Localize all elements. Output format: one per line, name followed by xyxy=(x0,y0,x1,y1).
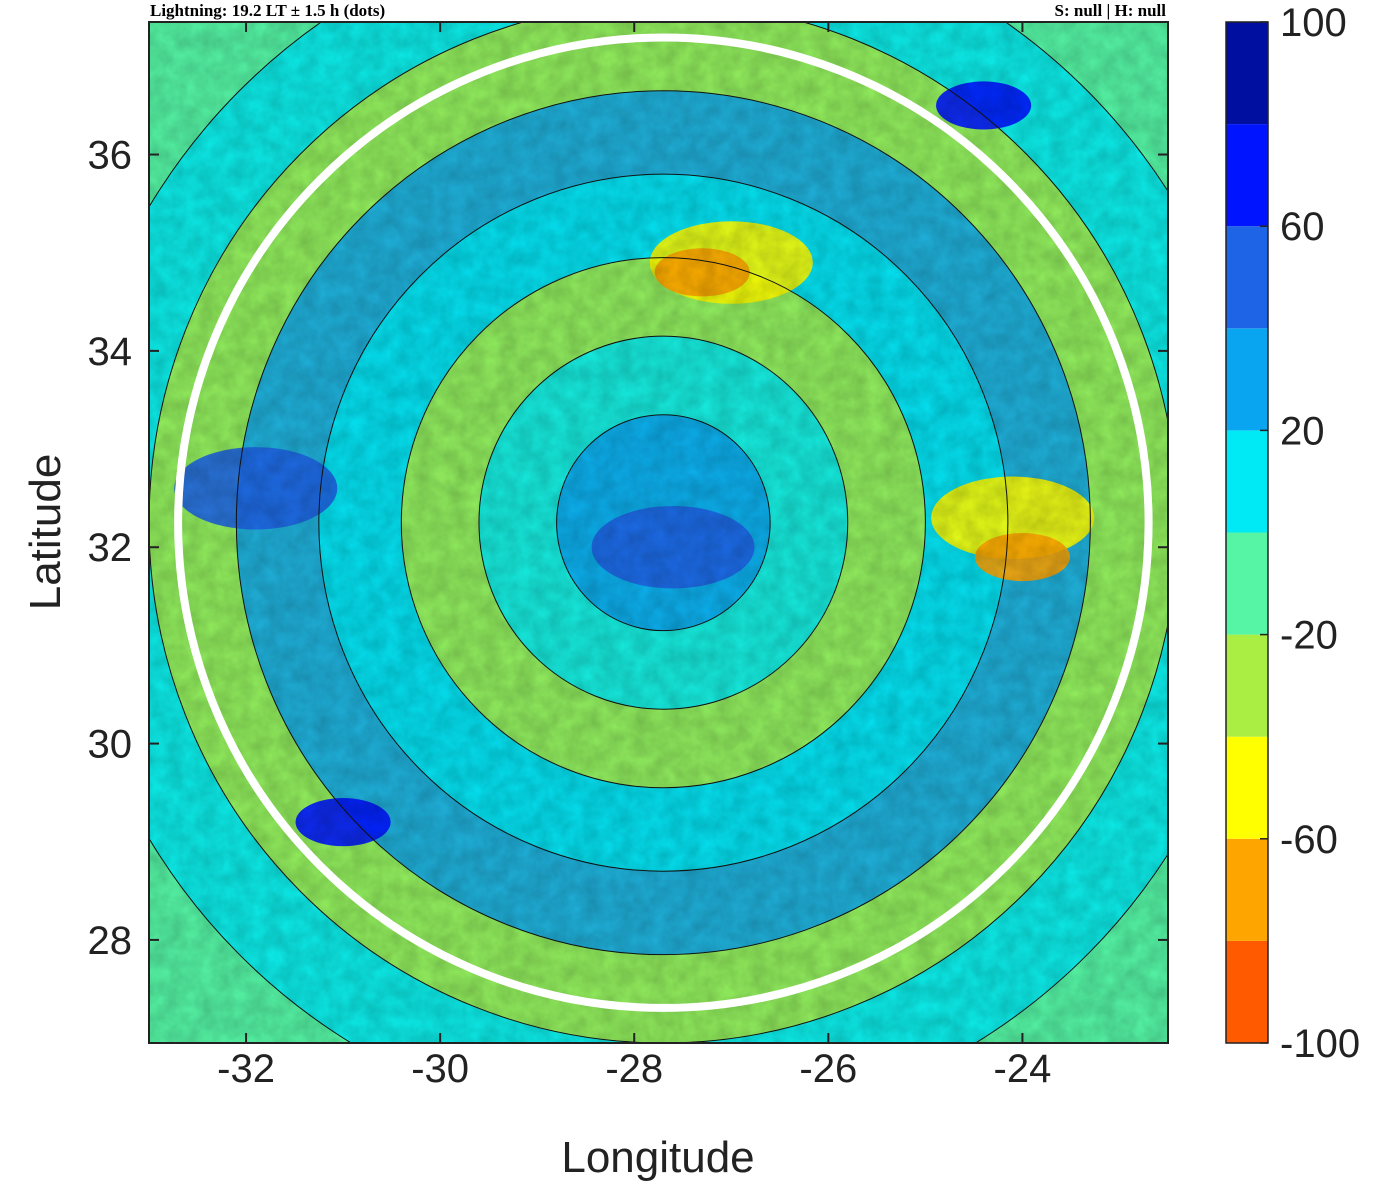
plot-area xyxy=(149,22,1168,1043)
concentric-ring xyxy=(478,335,849,710)
noise-texture xyxy=(149,22,1168,1043)
concentric-ring xyxy=(235,90,1091,956)
colorbar-tick-label: 60 xyxy=(1280,205,1325,249)
header-left-text: Lightning: 19.2 LT ± 1.5 h (dots) xyxy=(150,1,385,20)
x-axis-ticks: -32 -30 -28 -26 -24 xyxy=(217,22,1051,1091)
colorbar-segment xyxy=(1226,328,1268,431)
x-axis-label: Longitude xyxy=(561,1133,754,1182)
y-axis-label: Latitude xyxy=(21,454,70,611)
white-circle xyxy=(174,33,1153,1012)
concentric-ring xyxy=(318,173,1009,872)
x-tick-label: -32 xyxy=(217,1047,275,1091)
concentric-ring xyxy=(400,257,926,789)
x-tick-label: -26 xyxy=(799,1047,857,1091)
colorbar-segment xyxy=(1226,736,1268,839)
colorbar-tick-label: 100 xyxy=(1280,1,1347,45)
colorbar: 100 60 20 -20 -60 -100 xyxy=(1225,1,1360,1066)
x-tick-label: -28 xyxy=(605,1047,663,1091)
y-tick-label: 36 xyxy=(88,134,133,178)
colorbar-segment xyxy=(1226,838,1268,941)
y-tick-label: 34 xyxy=(88,330,133,374)
y-tick-label: 32 xyxy=(88,526,133,570)
colorbar-frame xyxy=(1225,21,1269,1044)
plot-frame xyxy=(148,21,1169,1044)
colorbar-segment xyxy=(1226,430,1268,533)
colorbar-tick-label: -60 xyxy=(1280,818,1338,862)
colorbar-segment xyxy=(1226,940,1268,1043)
colorbar-segment xyxy=(1226,226,1268,329)
colorbar-tick-label: -100 xyxy=(1280,1022,1360,1066)
concentric-ring xyxy=(556,414,771,632)
y-tick-label: 30 xyxy=(88,723,133,767)
y-tick-label: 28 xyxy=(88,919,133,963)
colorbar-segment xyxy=(1226,124,1268,227)
header-right-text: S: null | H: null xyxy=(1055,1,1167,20)
colorbar-tick-label: -20 xyxy=(1280,614,1338,658)
y-axis-ticks: 28 30 32 34 36 xyxy=(88,134,1168,963)
colorbar-segment xyxy=(1226,22,1268,125)
colorbar-tick-label: 20 xyxy=(1280,409,1325,453)
concentric-rings xyxy=(149,22,1168,1043)
x-tick-label: -30 xyxy=(411,1047,469,1091)
colorbar-segment xyxy=(1226,634,1268,737)
x-tick-label: -24 xyxy=(994,1047,1052,1091)
colorbar-segment xyxy=(1226,532,1268,635)
